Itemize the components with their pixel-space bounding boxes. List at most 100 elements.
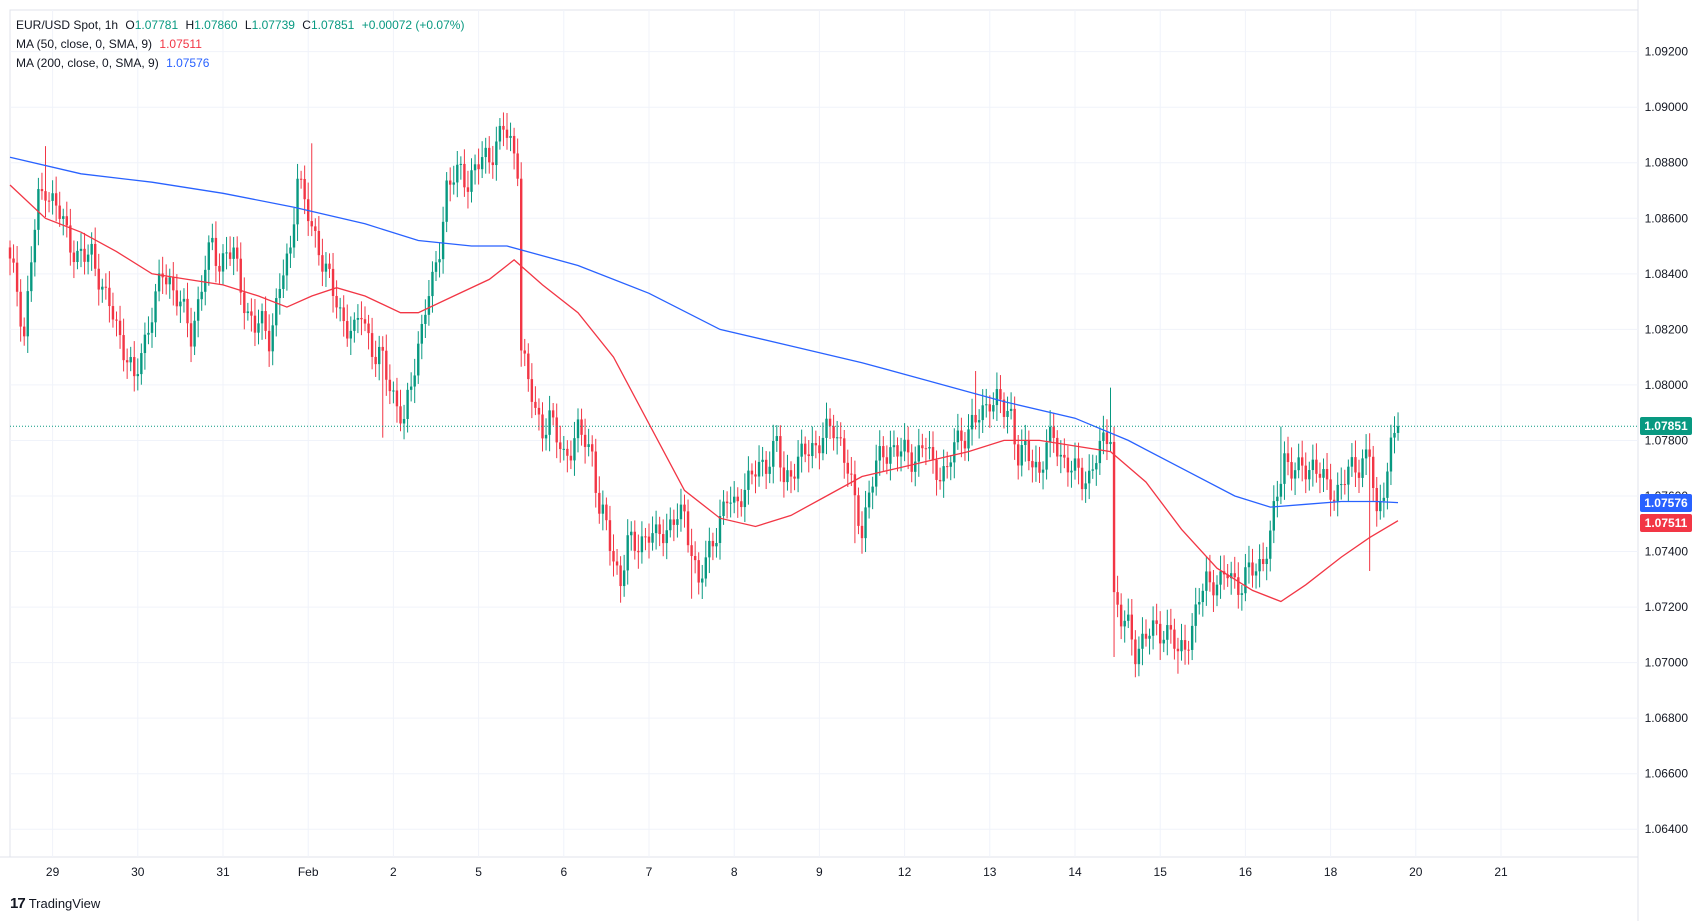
candle-body [431,271,434,297]
candle-body [1137,648,1141,665]
candle-body [140,353,143,375]
candle-body [331,268,335,296]
candle-body [992,405,995,412]
candle-body [1230,573,1233,579]
candle-body [1031,461,1034,468]
candle-body [353,319,356,331]
candle-body [133,357,136,377]
candle-body [72,252,76,263]
candle-body [559,442,562,450]
candle-body [310,221,313,227]
candle-body [676,519,679,525]
candle-body [1297,457,1300,471]
candle-body [1261,559,1265,565]
candle-body [232,247,235,259]
candle-body [1318,473,1322,478]
candle-body [736,496,739,502]
tradingview-brand[interactable]: 17 TradingView [10,893,100,913]
candle-body [204,269,207,292]
candle-body [349,330,352,339]
candle-body [1045,442,1048,470]
x-tick-label: 15 [1154,865,1168,879]
candle-body [395,390,399,407]
candle-body [509,135,512,138]
candle-body [58,205,61,219]
candle-body [1240,593,1244,595]
candle-body [605,504,608,521]
candle-body [1205,571,1208,591]
candle-body [725,501,729,504]
candle-body [1190,625,1194,650]
candle-body [1254,571,1258,576]
candle-body [15,262,19,292]
candle-body [779,436,782,468]
candle-body [445,180,448,222]
candle-body [246,311,250,314]
symbol-label[interactable]: EUR/USD Spot, 1h [16,18,119,32]
y-tick-label: 1.07200 [1645,600,1689,614]
candle-body [789,470,793,477]
candle-body [1336,484,1339,502]
candle-body [86,254,90,262]
candle-body [935,459,938,480]
candle-body [456,164,459,183]
ohlc-open: O1.07781 [125,18,178,32]
legend-ma200-row[interactable]: MA (200, close, 0, SMA, 9) 1.07576 [16,54,464,73]
candle-body [466,187,470,192]
candle-body [1247,562,1251,568]
candle-body [594,451,597,493]
candle-body [953,442,956,463]
candle-body [214,237,218,266]
candle-body [619,565,622,587]
candle-body [825,418,828,438]
candle-body [1379,500,1382,512]
candle-body [1180,640,1183,652]
candle-body [47,200,51,202]
candle-body [1393,432,1396,438]
y-tick-label: 1.08200 [1645,322,1689,336]
candle-body [1361,458,1364,478]
candle-body [981,405,984,421]
candle-body [871,486,874,493]
candle-body [669,519,672,531]
candle-body [704,557,707,579]
candle-body [186,298,189,324]
y-tick-label: 1.07000 [1645,656,1689,670]
candle-body [1063,454,1066,458]
candle-body [1343,484,1346,486]
candle-body [385,350,388,380]
candle-body [65,216,68,226]
ohlc-high: H1.07860 [185,18,237,32]
candle-body [1073,458,1077,471]
candle-body [1084,483,1087,490]
candle-body [342,307,345,322]
candle-body [750,470,754,475]
candle-body [1127,614,1130,621]
candle-body [76,250,79,263]
ma200-value: 1.07576 [166,56,210,70]
x-tick-label: 6 [560,865,567,879]
candle-body [733,496,736,503]
candle-body [271,325,274,352]
candle-body [566,448,569,456]
candle-body [97,268,100,290]
candle-body [658,524,661,535]
ma200-price-tag: 1.07576 [1640,493,1692,512]
candle-body [154,291,157,323]
candle-body [1070,470,1073,473]
candle-body [30,262,33,292]
candle-body [275,298,278,326]
legend-ma50-row[interactable]: MA (50, close, 0, SMA, 9) 1.07511 [16,35,464,54]
candle-body [420,323,423,344]
candle-body [267,330,271,352]
candle-body [1276,496,1279,502]
candle-body [697,560,700,583]
candle-body [747,470,750,490]
candle-body [1144,633,1148,639]
candle-body [292,224,296,248]
candle-body [1024,440,1027,446]
candle-body [108,287,111,307]
candle-body [434,262,438,272]
candle-body [1389,437,1393,472]
